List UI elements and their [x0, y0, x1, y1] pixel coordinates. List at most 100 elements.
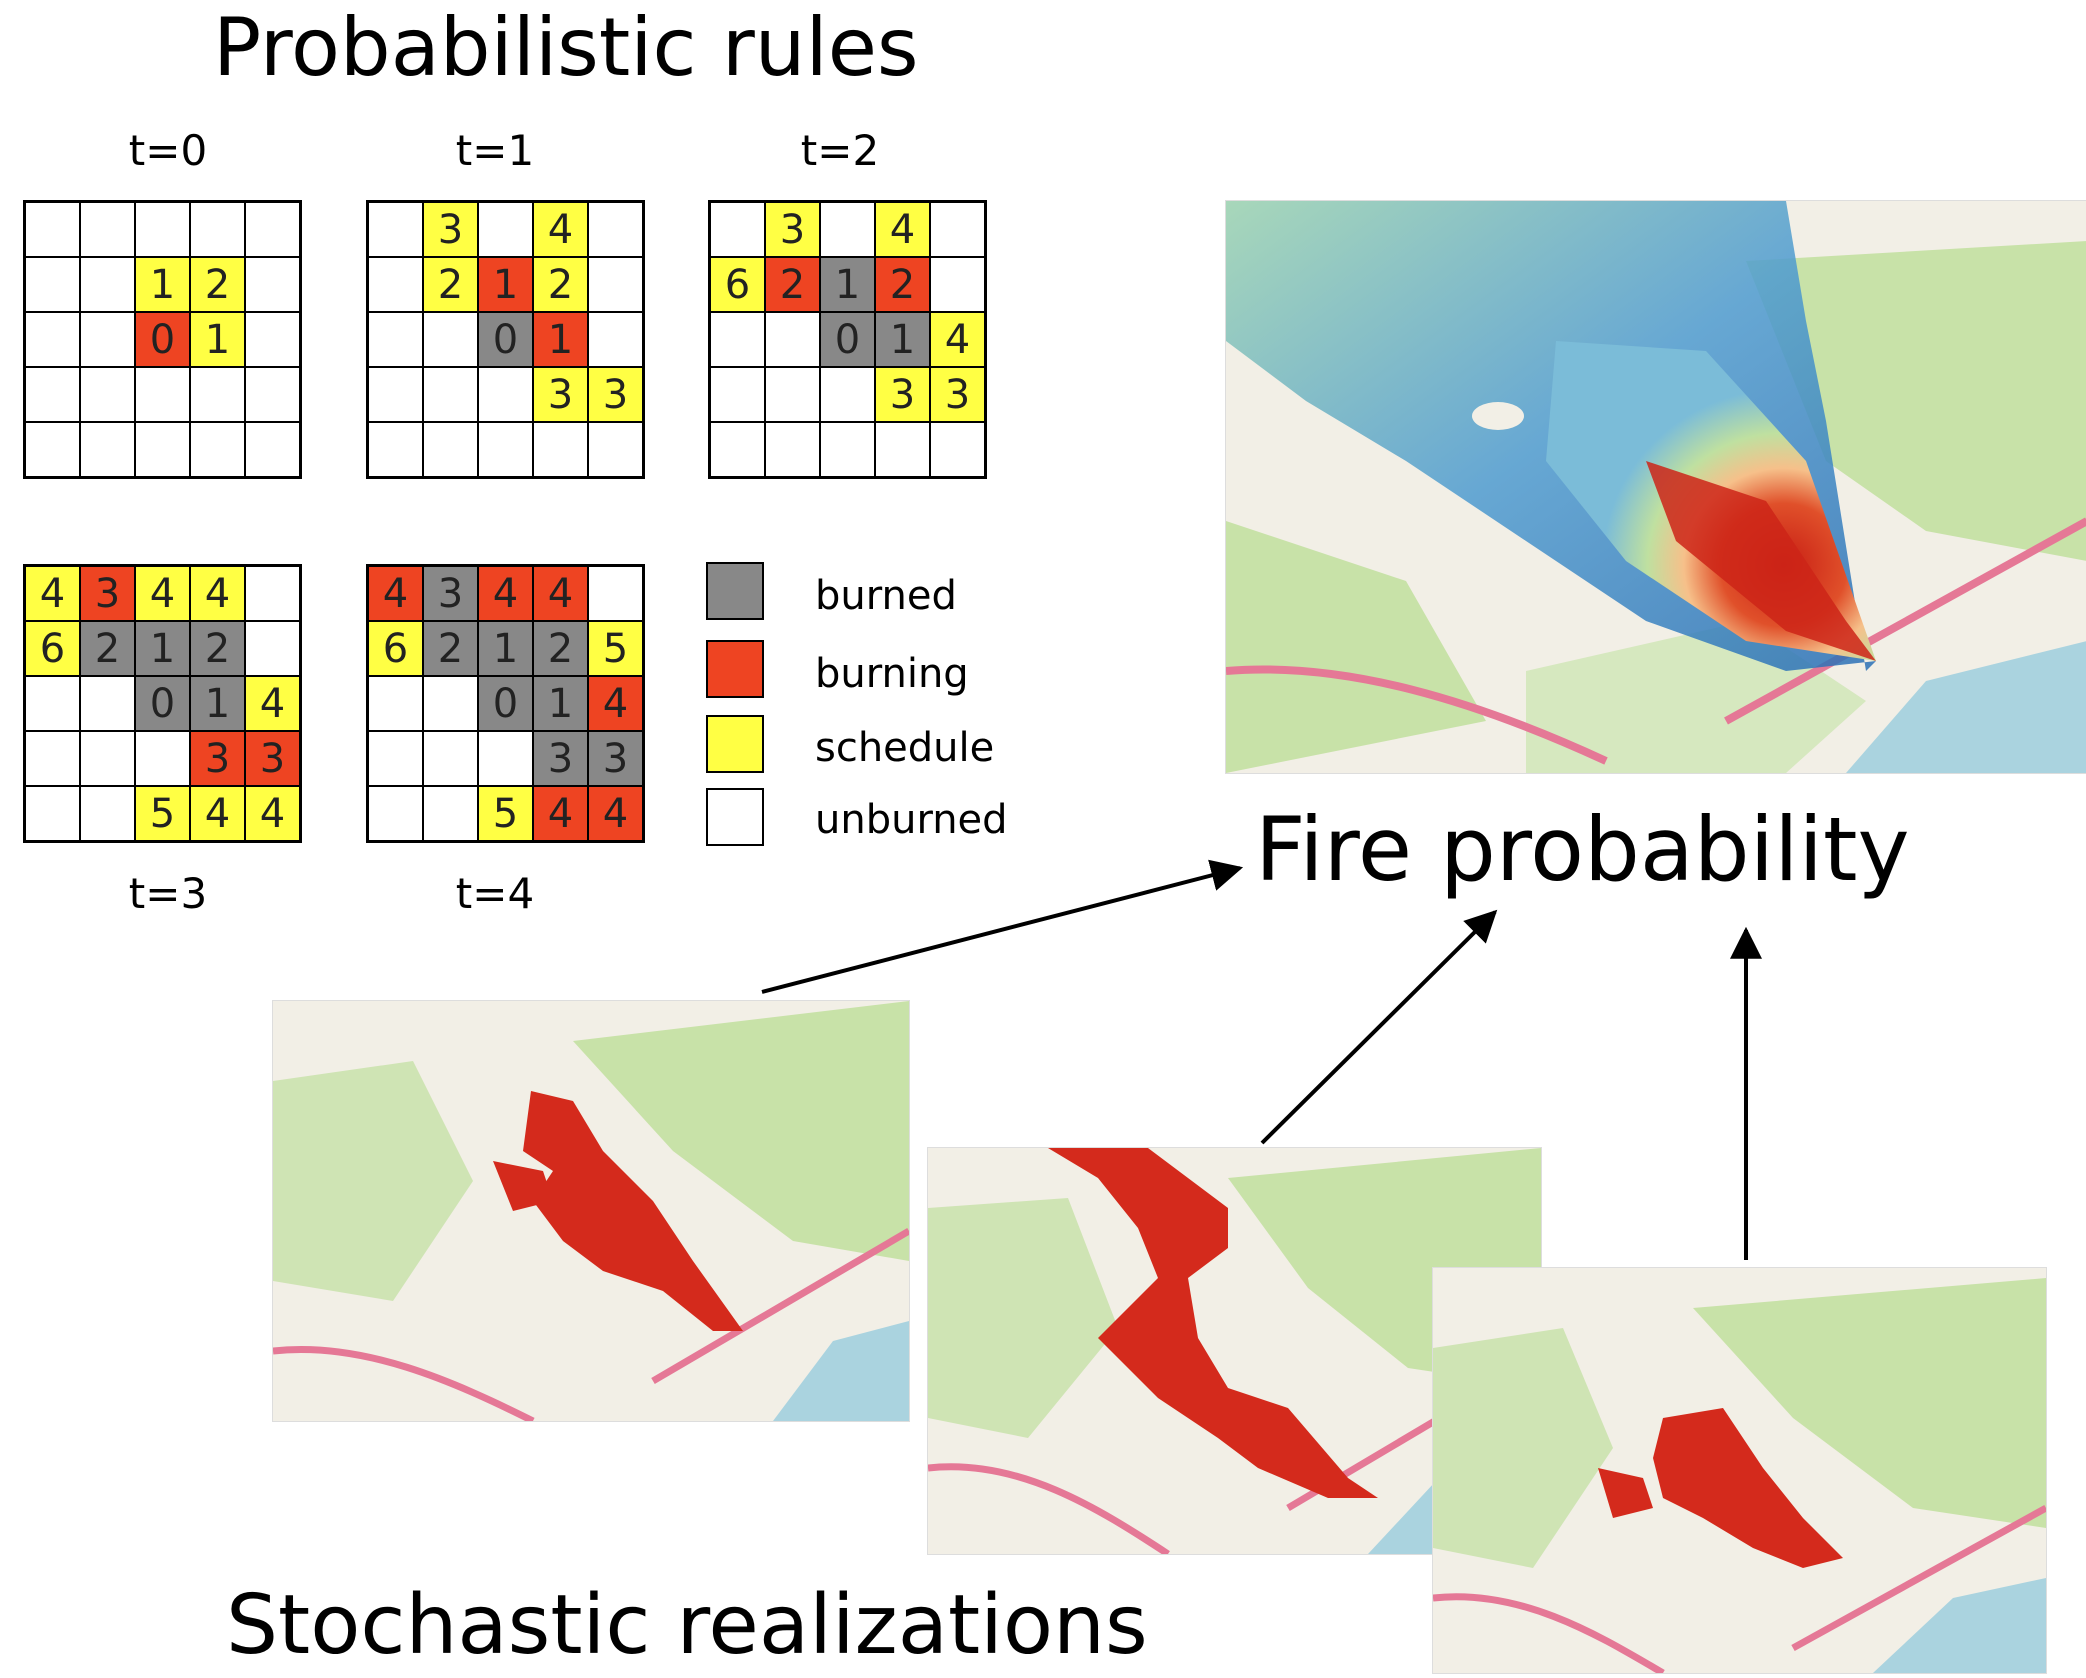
grid-cell: 6 — [710, 257, 765, 312]
grid-cell — [710, 367, 765, 422]
rules-title: Probabilistic rules — [213, 1, 919, 94]
legend-label-unburned: unburned — [815, 797, 1008, 843]
grid-cell — [930, 257, 985, 312]
grid-cell — [765, 422, 820, 477]
grid-cell — [25, 312, 80, 367]
grid-cell: 2 — [423, 621, 478, 676]
grid-cell — [80, 731, 135, 786]
grid-cell — [80, 202, 135, 257]
grid-cell — [478, 731, 533, 786]
grid-cell — [80, 312, 135, 367]
time-label-t3: t=3 — [128, 869, 208, 918]
grid-cell: 0 — [135, 312, 190, 367]
grid-cell: 1 — [820, 257, 875, 312]
grid-cell — [478, 202, 533, 257]
grid-cell: 4 — [368, 566, 423, 621]
grid-cell: 4 — [190, 786, 245, 841]
grid-cell: 1 — [533, 676, 588, 731]
grid-cell — [80, 676, 135, 731]
grid-cell — [25, 257, 80, 312]
grid-cell: 2 — [190, 257, 245, 312]
grid-cell: 6 — [368, 621, 423, 676]
grid-cell: 3 — [190, 731, 245, 786]
grid-cell — [190, 367, 245, 422]
grid-cell: 4 — [533, 786, 588, 841]
grid-cell: 1 — [135, 621, 190, 676]
grid-cell: 0 — [135, 676, 190, 731]
grid-cell: 4 — [245, 786, 300, 841]
fire-probability-title: Fire probability — [1255, 798, 1910, 901]
grid-cell: 4 — [478, 566, 533, 621]
grid-cell — [80, 367, 135, 422]
grid-cell: 3 — [588, 731, 643, 786]
grid-cell — [368, 312, 423, 367]
grid-cell: 1 — [875, 312, 930, 367]
grid-cell: 4 — [190, 566, 245, 621]
grid-cell — [135, 202, 190, 257]
grid-cell — [245, 257, 300, 312]
grid-cell: 3 — [588, 367, 643, 422]
grid-cell — [765, 367, 820, 422]
grid-cell: 4 — [588, 786, 643, 841]
grid-cell: 1 — [190, 312, 245, 367]
legend-label-burned: burned — [815, 573, 957, 619]
grid-cell — [930, 202, 985, 257]
grid-cell — [25, 202, 80, 257]
legend-label-burning: burning — [815, 651, 969, 697]
grid-cell: 0 — [478, 312, 533, 367]
grid-cell — [368, 676, 423, 731]
grid-cell — [423, 786, 478, 841]
grid-cell — [245, 566, 300, 621]
grid-cell — [245, 312, 300, 367]
grid-cell: 2 — [533, 621, 588, 676]
time-label-t2: t=2 — [800, 126, 880, 175]
grid-cell: 1 — [478, 621, 533, 676]
grid-cell — [135, 367, 190, 422]
grid-cell — [710, 202, 765, 257]
grid-cell — [423, 422, 478, 477]
grid-cell: 5 — [588, 621, 643, 676]
realization-map-1 — [272, 1000, 910, 1422]
grid-cell — [820, 202, 875, 257]
grid-cell — [368, 422, 423, 477]
grid-cell — [80, 257, 135, 312]
grid-cell — [588, 566, 643, 621]
grid-cell: 3 — [765, 202, 820, 257]
realization-map-3 — [1432, 1267, 2047, 1674]
grid-cell — [820, 422, 875, 477]
grid-cell — [190, 202, 245, 257]
grid-cell: 4 — [588, 676, 643, 731]
grid-cell — [80, 422, 135, 477]
time-label-t0: t=0 — [128, 126, 208, 175]
legend-swatch-unburned — [706, 788, 764, 846]
legend-swatch-burning — [706, 640, 764, 698]
grid-cell — [25, 731, 80, 786]
grid-cell: 2 — [875, 257, 930, 312]
grid-cell: 4 — [930, 312, 985, 367]
grid-cell: 3 — [533, 367, 588, 422]
grid-cell: 3 — [423, 202, 478, 257]
grid-cell — [368, 367, 423, 422]
stochastic-realizations-title: Stochastic realizations — [226, 1578, 1148, 1673]
grid-cell — [478, 367, 533, 422]
grid-cell — [25, 786, 80, 841]
grid-cell: 0 — [820, 312, 875, 367]
grid-cell: 5 — [478, 786, 533, 841]
grid-cell — [765, 312, 820, 367]
arrow-realization1-to-probability — [761, 859, 1244, 994]
grid-cell — [245, 422, 300, 477]
grid-cell — [25, 676, 80, 731]
grid-cell: 3 — [533, 731, 588, 786]
grid-cell — [820, 367, 875, 422]
grid-cell: 4 — [533, 566, 588, 621]
grid-cell — [875, 422, 930, 477]
grid-cell — [423, 312, 478, 367]
grid-cell — [710, 312, 765, 367]
grid-cell: 3 — [245, 731, 300, 786]
grid-cell — [25, 367, 80, 422]
grid-cell: 2 — [190, 621, 245, 676]
time-label-t1: t=1 — [455, 126, 535, 175]
